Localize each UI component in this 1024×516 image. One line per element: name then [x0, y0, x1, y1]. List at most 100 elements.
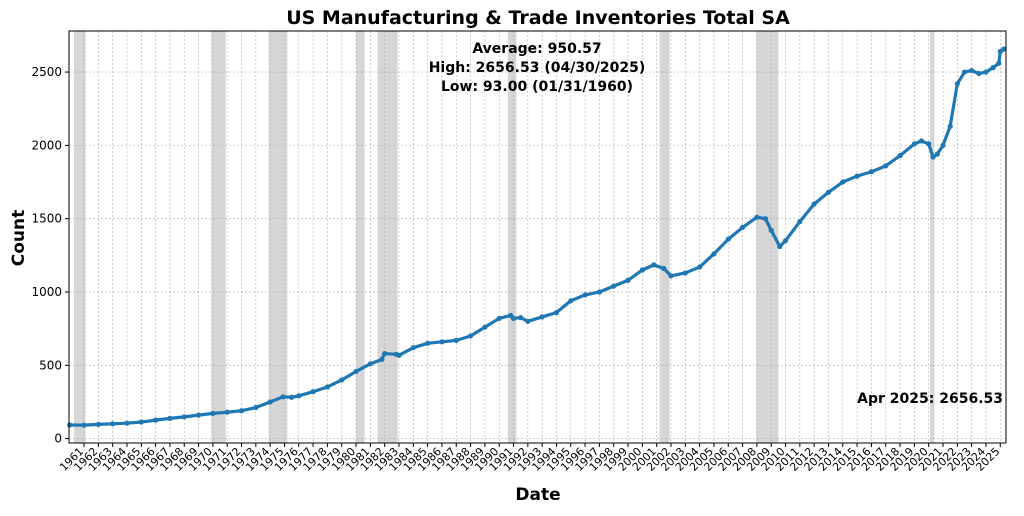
recession-band [756, 31, 779, 443]
data-point [639, 267, 645, 273]
data-point [582, 292, 588, 298]
data-point [768, 227, 774, 233]
data-point [961, 69, 968, 75]
y-tick-label: 1500 [31, 212, 62, 226]
data-point [379, 356, 385, 363]
data-point [396, 352, 402, 358]
data-point [280, 394, 286, 400]
data-point [754, 214, 760, 220]
grid-lines [69, 31, 1006, 443]
data-point [482, 324, 488, 330]
data-point [238, 408, 245, 414]
data-point [382, 350, 388, 357]
data-point [81, 422, 87, 428]
data-point [983, 69, 989, 75]
data-point [1001, 46, 1007, 52]
data-point [969, 67, 975, 74]
data-point [668, 273, 674, 279]
y-tick-label: 0 [54, 432, 62, 446]
high-annotation: High: 2656.53 (04/30/2025) [429, 60, 646, 76]
data-point [940, 142, 946, 148]
data-point [353, 368, 359, 375]
recession-band [211, 31, 226, 443]
data-point [625, 277, 631, 283]
data-point [934, 151, 940, 157]
recession-band [507, 31, 517, 443]
data-point [539, 314, 545, 320]
y-axis-label: Count [9, 210, 29, 267]
data-point [367, 361, 373, 367]
data-point [467, 333, 474, 339]
data-point [67, 422, 73, 428]
data-point [324, 384, 331, 390]
data-point [697, 264, 703, 270]
data-point [651, 262, 657, 268]
data-point [990, 65, 996, 71]
data-point [930, 154, 936, 160]
data-point [410, 345, 416, 351]
data-point [682, 270, 688, 276]
data-point [496, 315, 502, 321]
data-point [425, 340, 431, 346]
data-point [596, 289, 603, 295]
data-point [339, 377, 345, 383]
data-point [253, 404, 259, 411]
data-point [439, 339, 445, 345]
data-point [782, 238, 789, 244]
data-point [181, 414, 187, 420]
data-point [897, 153, 903, 159]
data-point [868, 169, 875, 175]
data-point [811, 201, 817, 207]
data-point [996, 60, 1002, 66]
series-line [68, 47, 1006, 427]
data-point [976, 70, 982, 77]
data-point [510, 315, 517, 321]
average-annotation: Average: 950.57 [472, 41, 601, 57]
data-point [711, 251, 717, 257]
data-point [762, 216, 769, 222]
data-point [926, 141, 932, 147]
data-point [568, 298, 574, 304]
recession-band [930, 31, 935, 443]
y-tick-label: 1000 [31, 285, 62, 299]
data-point [553, 309, 560, 316]
plot-area-frame [68, 30, 1007, 444]
y-axis: 0 500 1000 1500 2000 2500 [31, 65, 69, 446]
recession-band [268, 31, 288, 443]
y-tick-label: 2500 [31, 65, 62, 79]
recession-band [74, 31, 86, 443]
data-point [661, 265, 667, 272]
data-point [95, 421, 101, 427]
y-tick-label: 2000 [31, 138, 62, 152]
series-layer [67, 46, 1007, 428]
recession-band [659, 31, 670, 443]
data-point [195, 412, 202, 418]
data-point [854, 173, 860, 179]
data-point [797, 219, 803, 225]
data-point [267, 399, 273, 405]
data-point [210, 410, 216, 416]
data-point [138, 419, 144, 425]
data-point [453, 337, 459, 343]
data-point [518, 315, 524, 321]
data-point [153, 417, 159, 423]
data-point [947, 123, 953, 129]
recession-band [377, 31, 398, 443]
latest-value-annotation: Apr 2025: 2656.53 [857, 391, 1003, 407]
data-point [224, 409, 230, 415]
data-point [777, 243, 783, 250]
data-point [954, 81, 960, 87]
series-markers [67, 46, 1007, 428]
data-point [725, 236, 731, 242]
x-axis-label: Date [515, 485, 560, 505]
chart-title: US Manufacturing & Trade Inventories Tot… [286, 7, 790, 29]
data-point [296, 393, 302, 399]
recession-band [356, 31, 365, 443]
data-point [124, 420, 130, 426]
data-point [825, 189, 832, 195]
low-annotation: Low: 93.00 (01/31/1960) [441, 79, 633, 95]
data-point [918, 138, 925, 144]
y-tick-label: 500 [39, 358, 62, 372]
data-point [110, 421, 116, 427]
